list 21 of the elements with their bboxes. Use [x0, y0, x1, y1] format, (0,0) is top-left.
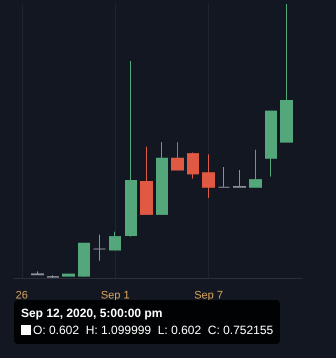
candlestick: [156, 142, 168, 215]
candlestick: [78, 242, 90, 277]
x-tick-label: Sep 1: [100, 290, 130, 302]
candlestick: [218, 166, 230, 188]
candlestick: [31, 270, 44, 276]
x-tick-label: Sep 7: [194, 290, 223, 302]
candlestick: [125, 60, 137, 238]
x-tick-label: 26: [16, 290, 28, 302]
text: Sep 12, 2020, 5:00:00 pm: [21, 305, 164, 322]
candlestick: [249, 149, 262, 188]
candlestick: [233, 170, 246, 188]
candlestick: [187, 152, 199, 180]
candlestick: [62, 274, 75, 277]
candlestick: [280, 4, 293, 143]
candlestick: [202, 154, 215, 198]
candlestick: [140, 146, 153, 215]
candlestick: [93, 234, 106, 262]
candlestick: [265, 110, 277, 178]
candlestick: [109, 231, 121, 251]
text: O: 0.602 H: 1.099999 L: 0.602 C: 0.752155: [32, 322, 274, 339]
candlestick: [171, 142, 184, 171]
